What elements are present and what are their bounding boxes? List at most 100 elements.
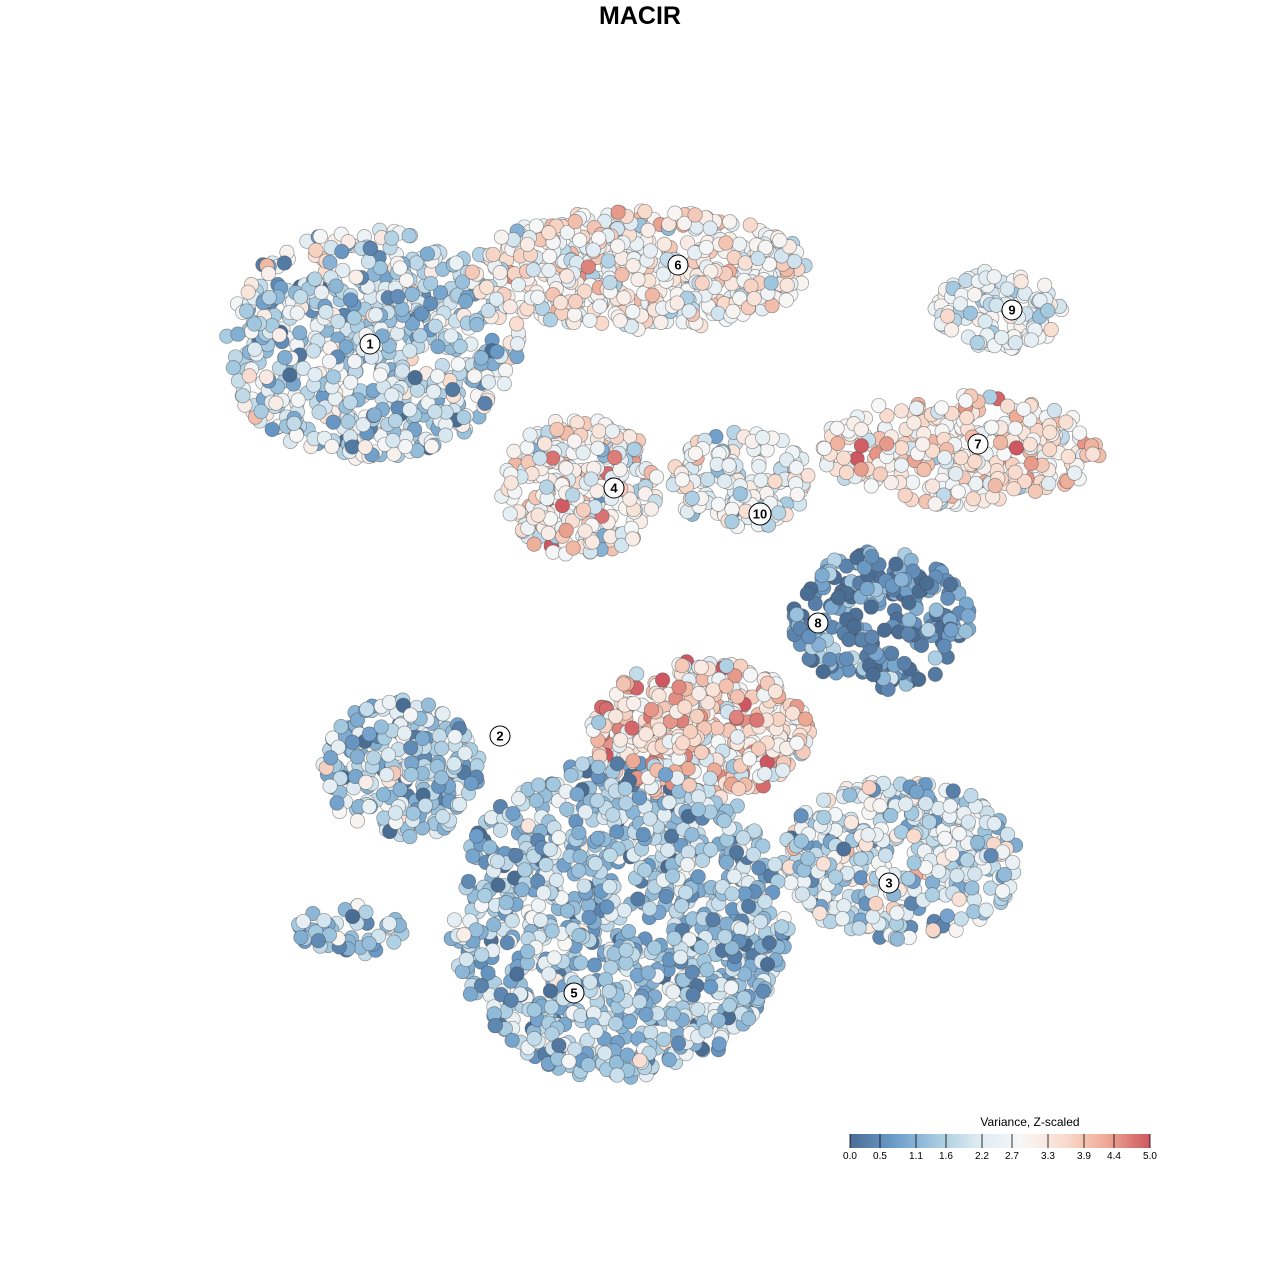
- data-point: [927, 496, 943, 512]
- data-point: [607, 449, 623, 466]
- data-point: [828, 869, 844, 885]
- data-point: [924, 887, 940, 903]
- data-point: [969, 335, 985, 351]
- data-point: [901, 612, 917, 628]
- cluster-label-4: 4: [603, 477, 625, 499]
- data-point: [710, 305, 726, 321]
- data-point: [797, 711, 813, 727]
- data-point: [445, 382, 461, 398]
- data-point: [313, 284, 330, 300]
- data-point: [565, 487, 581, 503]
- data-point: [723, 979, 739, 996]
- data-point: [490, 853, 506, 869]
- data-point: [834, 911, 850, 927]
- data-point: [373, 719, 389, 735]
- data-point: [554, 498, 570, 514]
- data-point: [719, 854, 735, 870]
- data-point: [863, 599, 879, 615]
- data-point: [235, 388, 251, 404]
- data-point: [640, 222, 656, 238]
- data-point: [545, 544, 561, 560]
- data-point: [918, 795, 934, 812]
- data-point: [565, 540, 581, 556]
- data-point: [1072, 425, 1088, 441]
- data-point: [667, 205, 683, 221]
- colorbar-tick-label: 1.1: [909, 1151, 923, 1162]
- data-point: [487, 1017, 503, 1034]
- data-point: [1046, 403, 1062, 419]
- data-point: [829, 420, 845, 436]
- data-point: [571, 863, 587, 879]
- data-point: [750, 250, 766, 267]
- data-point: [605, 807, 621, 823]
- data-point: [865, 667, 881, 683]
- data-point: [447, 729, 463, 745]
- colorbar-tick-label: 4.4: [1107, 1151, 1121, 1162]
- data-point: [246, 316, 262, 332]
- data-point: [681, 303, 697, 319]
- data-point: [964, 880, 980, 896]
- data-point: [358, 774, 374, 790]
- data-point: [940, 308, 956, 324]
- data-point: [322, 778, 338, 794]
- data-point: [943, 322, 960, 338]
- data-point: [690, 801, 706, 818]
- data-point: [538, 857, 554, 873]
- data-point: [282, 367, 298, 383]
- data-point: [771, 505, 787, 521]
- data-point: [525, 262, 541, 278]
- data-point: [800, 850, 816, 867]
- data-point: [928, 602, 944, 618]
- data-point: [967, 866, 983, 882]
- data-point: [333, 719, 349, 735]
- data-point: [477, 888, 493, 904]
- points-layer: [219, 203, 1107, 1085]
- colorbar-tick-label: 1.6: [939, 1151, 953, 1162]
- data-point: [1042, 424, 1058, 440]
- data-point: [537, 436, 553, 452]
- data-point: [276, 255, 292, 271]
- data-point: [936, 638, 952, 654]
- data-point: [1085, 446, 1101, 462]
- data-point: [616, 676, 632, 692]
- data-point: [549, 421, 565, 438]
- data-point: [498, 362, 514, 378]
- data-point: [644, 287, 660, 303]
- data-point: [390, 289, 406, 305]
- data-point: [526, 1002, 542, 1018]
- data-point: [260, 265, 277, 282]
- data-point: [788, 460, 804, 476]
- data-point: [767, 856, 783, 873]
- data-point: [724, 514, 740, 530]
- data-point: [630, 271, 646, 288]
- data-point: [384, 387, 400, 403]
- data-point: [308, 242, 324, 258]
- data-point: [698, 239, 714, 256]
- data-point: [530, 507, 546, 523]
- data-point: [599, 899, 615, 915]
- data-point: [838, 464, 855, 481]
- data-point: [433, 770, 449, 786]
- data-point: [731, 236, 748, 252]
- data-point: [346, 310, 362, 326]
- data-point: [310, 933, 326, 949]
- data-point: [736, 990, 752, 1006]
- cluster-label-1: 1: [359, 333, 381, 355]
- data-point: [896, 655, 912, 671]
- data-point: [504, 1032, 520, 1048]
- data-point: [705, 682, 721, 698]
- data-point: [871, 397, 887, 414]
- data-point: [751, 458, 767, 475]
- data-point: [637, 862, 653, 878]
- data-point: [379, 767, 395, 783]
- data-point: [674, 658, 690, 674]
- data-point: [838, 651, 854, 667]
- data-point: [458, 293, 474, 309]
- data-point: [502, 506, 518, 522]
- data-point: [509, 966, 525, 982]
- data-point: [609, 824, 625, 840]
- data-point: [345, 734, 361, 750]
- data-point: [689, 708, 705, 724]
- data-point: [927, 650, 943, 666]
- data-point: [908, 400, 925, 416]
